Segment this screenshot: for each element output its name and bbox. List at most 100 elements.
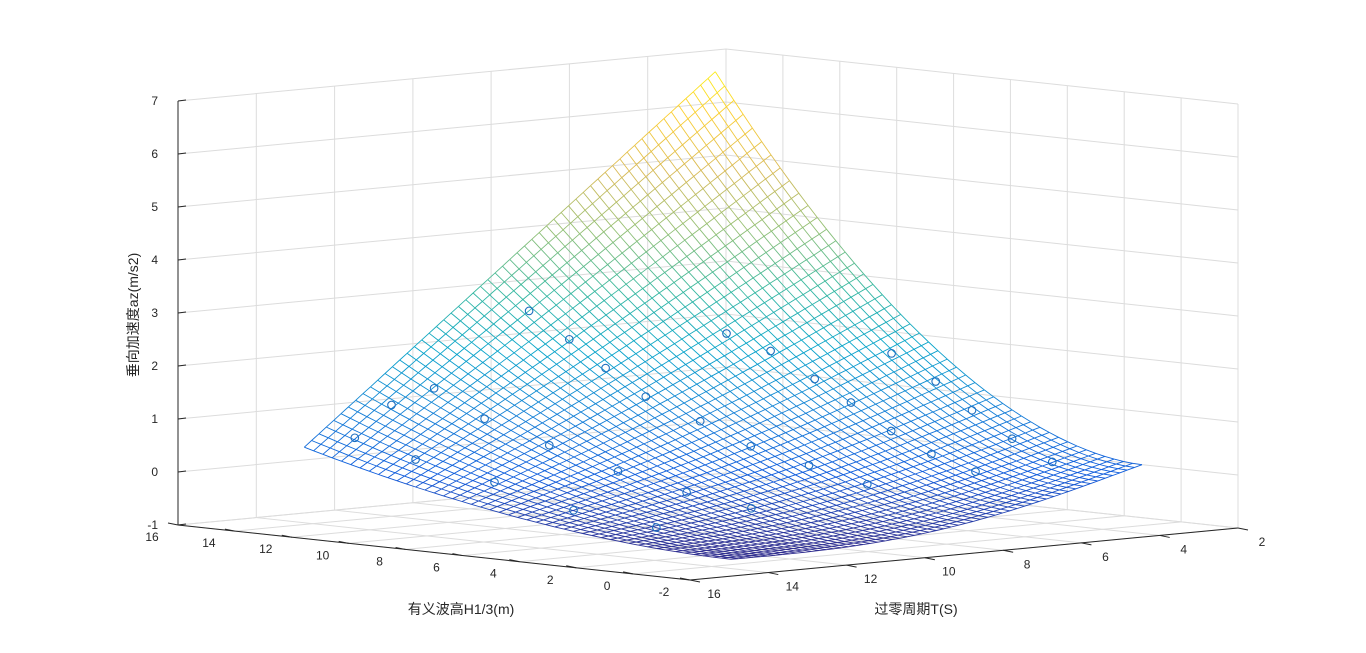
surface-mesh-line — [651, 475, 662, 482]
surface-mesh-line — [628, 358, 638, 367]
surface-mesh-line — [704, 206, 715, 219]
surface-mesh-line — [579, 476, 588, 481]
surface-mesh-line — [657, 388, 666, 394]
surface-mesh-line — [511, 465, 520, 470]
surface-mesh-line — [938, 398, 948, 407]
surface-mesh-line — [754, 549, 764, 553]
surface-mesh-line — [749, 363, 758, 369]
surface-mesh-line — [686, 256, 697, 268]
surface-mesh-line — [589, 311, 600, 321]
surface-mesh-line — [948, 366, 957, 372]
surface-mesh-line — [703, 488, 713, 495]
surface-mesh-line — [760, 490, 769, 494]
surface-mesh-line — [425, 418, 436, 425]
surface-mesh-line — [985, 491, 995, 496]
surface-mesh-line — [735, 530, 743, 534]
surface-mesh-line — [846, 413, 854, 418]
surface-mesh-line — [901, 526, 911, 530]
surface-mesh-line — [795, 352, 804, 358]
surface-mesh-line — [844, 444, 853, 449]
surface-mesh-line — [707, 522, 716, 525]
surface-mesh-line — [691, 538, 699, 541]
surface-mesh-line — [504, 398, 515, 406]
surface-mesh-line — [892, 444, 901, 449]
surface-mesh-line — [665, 138, 676, 152]
surface-mesh-line — [990, 481, 999, 485]
surface-mesh-line — [700, 447, 711, 455]
surface-mesh-line — [538, 232, 549, 244]
surface-mesh-line — [752, 533, 762, 537]
surface-mesh-line — [735, 201, 746, 214]
surface-mesh-line — [663, 372, 672, 378]
surface-mesh-line — [612, 236, 621, 243]
surface-mesh-line — [894, 487, 905, 493]
surface-mesh-line — [784, 517, 795, 522]
surface-mesh-line — [842, 536, 850, 539]
surface-mesh-line — [634, 536, 642, 540]
surface-mesh-line — [554, 351, 565, 360]
surface-mesh-line — [999, 421, 1007, 426]
surface-mesh-line — [672, 384, 683, 393]
surface-mesh-line — [850, 296, 861, 308]
surface-mesh-line — [994, 468, 1004, 474]
surface-mesh-line — [812, 504, 822, 510]
surface-mesh-line — [697, 281, 708, 293]
surface-mesh-line — [1106, 458, 1115, 463]
surface-mesh-line — [920, 493, 931, 498]
surface-mesh-line — [531, 480, 540, 486]
surface-mesh-line — [741, 450, 752, 457]
surface-mesh-line — [932, 408, 941, 413]
surface-mesh-line — [682, 292, 693, 303]
surface-mesh-line — [670, 311, 679, 318]
surface-mesh-line — [896, 461, 905, 465]
surface-mesh-line — [659, 399, 668, 405]
surface-mesh-line — [908, 522, 917, 526]
surface-mesh-line — [952, 391, 963, 400]
surface-mesh-line — [784, 458, 792, 463]
surface-mesh-line — [579, 302, 590, 312]
surface-mesh-line — [529, 436, 538, 442]
surface-mesh-line — [1073, 458, 1082, 462]
surface-mesh-line — [892, 404, 900, 409]
surface-mesh-line — [623, 262, 632, 270]
surface-mesh-line — [1022, 499, 1031, 503]
surface-mesh-line — [757, 184, 768, 198]
surface-mesh-line — [921, 341, 929, 347]
surface-mesh-line — [791, 192, 800, 199]
surface-mesh-line — [930, 496, 940, 502]
surface-mesh-line — [445, 333, 456, 342]
surface-mesh-line — [865, 496, 876, 502]
surface-mesh-line — [500, 487, 509, 492]
surface-mesh-line — [893, 507, 903, 512]
surface-mesh-line — [701, 239, 710, 246]
surface-mesh-line — [701, 311, 712, 322]
surface-mesh-line — [734, 256, 745, 268]
surface-mesh-line — [692, 301, 703, 312]
surface-mesh-line — [1028, 447, 1039, 454]
surface-mesh-line — [625, 469, 636, 475]
surface-mesh-line — [726, 416, 737, 424]
surface-mesh-line — [634, 145, 645, 159]
surface-mesh-line — [552, 332, 561, 339]
surface-mesh-line — [555, 298, 564, 306]
surface-mesh-line — [550, 252, 558, 260]
surface-mesh-line — [1052, 444, 1061, 448]
surface-mesh-line — [672, 489, 680, 493]
surface-mesh-line — [780, 476, 789, 481]
surface-mesh-line — [897, 534, 908, 538]
surface-mesh-line — [526, 255, 535, 263]
surface-mesh-line — [1101, 466, 1109, 470]
surface-mesh-line — [689, 211, 698, 219]
surface-mesh-line — [809, 535, 819, 539]
surface-mesh-line — [874, 433, 882, 437]
surface-mesh-line — [711, 194, 720, 201]
surface-mesh-line — [753, 147, 764, 161]
surface-mesh-line — [698, 338, 706, 344]
surface-mesh-line — [949, 523, 959, 526]
surface-mesh-line — [786, 347, 797, 358]
surface-mesh-line — [1020, 495, 1029, 499]
surface-mesh-line — [740, 526, 751, 531]
surface-mesh-line — [705, 338, 716, 348]
surface-mesh-line — [600, 494, 610, 499]
surface-mesh-line — [833, 466, 842, 471]
